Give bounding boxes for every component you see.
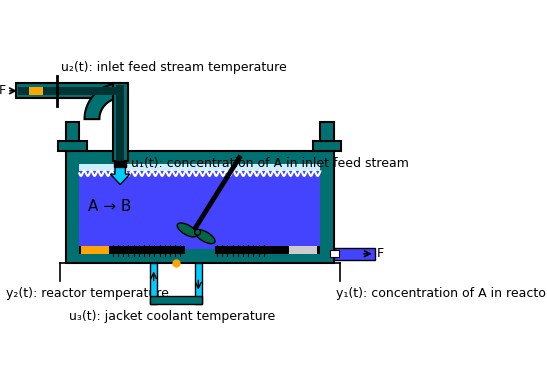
Bar: [81, 246, 109, 254]
Text: A → B: A → B: [88, 199, 132, 214]
Bar: [79, 164, 321, 249]
Polygon shape: [84, 83, 120, 119]
Bar: [16, 83, 120, 98]
Bar: [150, 296, 202, 304]
Bar: [334, 248, 375, 260]
Bar: [79, 164, 321, 171]
Bar: [79, 246, 185, 254]
Text: u₂(t): inlet feed stream temperature: u₂(t): inlet feed stream temperature: [61, 61, 287, 74]
Text: u₃(t): jacket coolant temperature: u₃(t): jacket coolant temperature: [69, 309, 275, 323]
Text: F: F: [377, 247, 384, 260]
Bar: [214, 246, 321, 254]
Bar: [30, 87, 43, 95]
Bar: [313, 141, 341, 151]
Text: y₁(t): concentration of A in reactor: y₁(t): concentration of A in reactor: [336, 287, 547, 300]
Text: F: F: [0, 84, 5, 97]
Ellipse shape: [177, 223, 197, 237]
Bar: [321, 122, 334, 141]
Polygon shape: [110, 167, 130, 185]
Text: u₁(t): concentration of A in inlet feed stream: u₁(t): concentration of A in inlet feed …: [131, 156, 409, 170]
Bar: [66, 122, 79, 141]
Circle shape: [195, 229, 201, 235]
Bar: [150, 263, 158, 304]
Bar: [59, 141, 87, 151]
Bar: [289, 246, 317, 254]
Text: y₂(t): reactor temperature: y₂(t): reactor temperature: [7, 287, 169, 300]
Bar: [113, 83, 127, 161]
Bar: [195, 263, 202, 304]
Bar: [330, 250, 339, 258]
Bar: [114, 161, 126, 167]
Bar: [66, 151, 334, 263]
Bar: [18, 87, 120, 95]
Bar: [117, 85, 124, 161]
Ellipse shape: [195, 230, 215, 244]
